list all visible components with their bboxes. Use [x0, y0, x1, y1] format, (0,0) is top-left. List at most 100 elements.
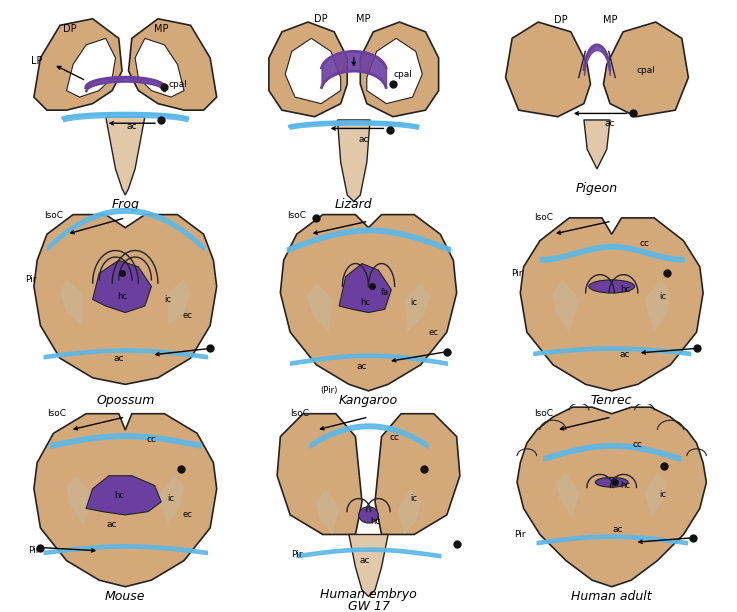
Text: ic: ic — [411, 298, 418, 307]
Text: cc: cc — [633, 440, 643, 449]
Ellipse shape — [359, 507, 378, 523]
Text: Pir: Pir — [514, 530, 526, 539]
Polygon shape — [34, 19, 122, 110]
Polygon shape — [644, 280, 671, 332]
Text: IsoC: IsoC — [287, 211, 306, 220]
Polygon shape — [135, 39, 184, 97]
Text: MP: MP — [356, 13, 371, 24]
Polygon shape — [60, 280, 83, 326]
Text: cc: cc — [640, 239, 649, 248]
Polygon shape — [316, 489, 339, 534]
Text: hc: hc — [620, 481, 629, 490]
Text: cpal: cpal — [394, 70, 412, 79]
Text: hc: hc — [117, 292, 127, 300]
Text: Kangaroo: Kangaroo — [339, 394, 398, 407]
Text: IsoC: IsoC — [534, 214, 553, 222]
Text: DP: DP — [63, 23, 77, 34]
Text: Frog: Frog — [111, 198, 139, 211]
Polygon shape — [506, 22, 590, 117]
Text: ac: ac — [613, 524, 624, 534]
Polygon shape — [105, 117, 145, 195]
Polygon shape — [339, 264, 391, 313]
Text: ac: ac — [113, 354, 124, 363]
Text: IsoC: IsoC — [47, 409, 66, 418]
Text: cpal: cpal — [168, 80, 187, 89]
Text: ic: ic — [659, 490, 666, 499]
Polygon shape — [553, 280, 579, 332]
Polygon shape — [277, 414, 362, 534]
Text: Mouse: Mouse — [105, 590, 145, 603]
Polygon shape — [66, 476, 93, 524]
Polygon shape — [367, 39, 422, 103]
Polygon shape — [338, 120, 370, 201]
Text: Tenrec: Tenrec — [591, 394, 632, 407]
Text: hc: hc — [620, 285, 629, 294]
Polygon shape — [66, 39, 116, 97]
Text: fa: fa — [381, 288, 389, 297]
Text: Pigeon: Pigeon — [576, 182, 618, 195]
Text: MP: MP — [603, 15, 618, 25]
Text: cc: cc — [147, 435, 156, 444]
Text: ac: ac — [605, 119, 615, 128]
Text: Human embryo: Human embryo — [320, 588, 417, 601]
Text: ac: ac — [127, 122, 137, 131]
Text: ic: ic — [164, 295, 171, 304]
Text: Pir: Pir — [28, 547, 40, 555]
Text: hc: hc — [370, 517, 380, 526]
Text: ec: ec — [429, 327, 439, 337]
Polygon shape — [285, 39, 340, 103]
Text: IsoC: IsoC — [290, 409, 310, 418]
Polygon shape — [269, 22, 347, 117]
Text: Human adult: Human adult — [571, 590, 652, 603]
Polygon shape — [584, 120, 610, 169]
Text: ac: ac — [107, 520, 117, 529]
Text: ac: ac — [358, 135, 368, 144]
Text: Pir: Pir — [511, 269, 523, 278]
Text: cpal: cpal — [637, 67, 655, 75]
Polygon shape — [86, 476, 161, 515]
Polygon shape — [34, 414, 217, 587]
Text: ec: ec — [182, 510, 192, 520]
Ellipse shape — [595, 477, 628, 487]
Text: IsoC: IsoC — [534, 409, 553, 418]
Polygon shape — [517, 407, 706, 587]
Polygon shape — [604, 22, 688, 117]
Text: DP: DP — [314, 13, 328, 24]
Text: ac: ac — [620, 351, 630, 359]
Polygon shape — [360, 22, 439, 117]
Text: ac: ac — [360, 556, 371, 565]
Text: ac: ac — [357, 362, 367, 370]
Text: hc: hc — [360, 298, 370, 307]
Text: MP: MP — [154, 23, 169, 34]
Text: (Pir): (Pir) — [321, 386, 338, 395]
Polygon shape — [34, 215, 217, 384]
Text: ic: ic — [411, 494, 418, 503]
Polygon shape — [280, 215, 457, 391]
Text: Lizard: Lizard — [335, 198, 373, 211]
Text: hc: hc — [113, 491, 124, 500]
Text: cc: cc — [390, 433, 399, 442]
Text: GW 17: GW 17 — [348, 600, 389, 612]
Polygon shape — [168, 280, 191, 326]
Polygon shape — [556, 472, 579, 518]
Polygon shape — [307, 283, 332, 332]
Ellipse shape — [589, 280, 635, 293]
Text: LP: LP — [32, 56, 43, 66]
Polygon shape — [349, 534, 388, 597]
Polygon shape — [93, 260, 151, 313]
Text: ic: ic — [167, 494, 175, 503]
Polygon shape — [644, 472, 667, 518]
Text: ic: ic — [659, 292, 666, 300]
Text: Opossum: Opossum — [96, 394, 155, 407]
Polygon shape — [520, 218, 703, 391]
Text: ec: ec — [182, 312, 192, 320]
Text: IsoC: IsoC — [44, 211, 63, 220]
Polygon shape — [398, 489, 421, 534]
Polygon shape — [405, 283, 430, 332]
Text: Pir: Pir — [25, 275, 36, 285]
Text: DP: DP — [554, 15, 568, 25]
Polygon shape — [375, 414, 460, 534]
Text: Pir: Pir — [291, 550, 302, 559]
Polygon shape — [158, 476, 184, 524]
Polygon shape — [128, 19, 217, 110]
